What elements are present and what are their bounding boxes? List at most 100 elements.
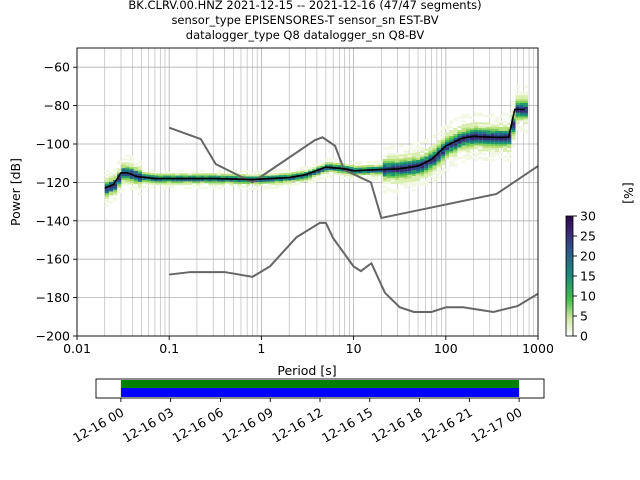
histogram-cell <box>420 173 425 176</box>
histogram-cell <box>436 166 441 170</box>
histogram-cell <box>453 147 458 150</box>
histogram-cell <box>233 181 238 184</box>
histogram-cell <box>498 130 504 133</box>
colorbar-tick-label: 30 <box>580 209 596 224</box>
histogram-cell <box>498 151 504 154</box>
histogram-cell <box>507 113 512 116</box>
histogram-cell <box>233 183 238 186</box>
histogram-cell <box>428 159 433 163</box>
histogram-cell <box>254 181 259 185</box>
histogram-cell <box>519 125 524 128</box>
histogram-cell <box>482 124 487 127</box>
histogram-cell <box>391 158 396 161</box>
histogram-cell <box>382 181 387 185</box>
histogram-cell <box>349 176 354 179</box>
histogram-cell <box>449 164 454 167</box>
histogram-cell <box>320 169 325 172</box>
histogram-cell <box>449 129 454 133</box>
histogram-cell <box>137 169 143 173</box>
histogram-cell <box>303 169 309 173</box>
histogram-cell <box>366 178 371 181</box>
histogram-cell <box>133 170 138 173</box>
histogram-cell <box>465 127 470 130</box>
histogram-cell <box>121 168 126 171</box>
histogram-cell <box>482 130 487 133</box>
histogram-cell <box>424 138 429 142</box>
histogram-cell <box>478 139 483 142</box>
histogram-cell <box>386 162 392 165</box>
histogram-cell <box>196 182 201 186</box>
histogram-cell <box>498 145 504 149</box>
histogram-cell <box>382 147 387 150</box>
histogram-cell <box>386 160 392 163</box>
histogram-cell <box>399 175 404 178</box>
histogram-cell <box>357 175 362 178</box>
colorbar-gradient <box>565 215 574 337</box>
coverage-tick-label: 12-16 00 <box>70 405 126 446</box>
histogram-cell <box>449 133 454 137</box>
histogram-cell <box>245 187 250 190</box>
histogram-cell <box>295 169 300 172</box>
histogram-cell <box>486 159 491 162</box>
histogram-cell <box>411 150 416 153</box>
histogram-cell <box>440 128 445 131</box>
histogram-cell <box>349 170 354 173</box>
histogram-cell <box>494 134 499 137</box>
histogram-cell <box>262 179 267 182</box>
histogram-cell <box>166 173 172 176</box>
histogram-cell <box>469 132 475 135</box>
histogram-cell <box>349 160 354 164</box>
histogram-cell <box>478 152 483 156</box>
histogram-cell <box>370 166 375 169</box>
histogram-cell <box>220 185 226 188</box>
histogram-cell <box>395 164 400 167</box>
histogram-cell <box>486 122 491 125</box>
histogram-cell <box>117 162 122 165</box>
histogram-cell <box>121 181 126 184</box>
histogram-cell <box>104 183 109 186</box>
histogram-cell <box>266 179 271 182</box>
histogram-cell <box>453 152 458 156</box>
histogram-cell <box>515 104 520 107</box>
histogram-cell <box>503 134 508 137</box>
histogram-cell <box>440 151 445 154</box>
histogram-cell <box>436 161 441 164</box>
histogram-cell <box>469 122 475 125</box>
histogram-cell <box>486 143 491 146</box>
histogram-cell <box>494 147 499 151</box>
histogram-cell <box>444 147 450 150</box>
histogram-cell <box>465 152 470 155</box>
histogram-cell <box>465 115 470 118</box>
histogram-cell <box>291 179 296 182</box>
y-tick-label: −200 <box>36 329 70 344</box>
histogram-cell <box>370 160 375 164</box>
histogram-cell <box>303 165 309 169</box>
histogram-cell <box>482 128 487 131</box>
histogram-cell <box>196 186 201 190</box>
histogram-cell <box>113 168 118 171</box>
histogram-cell <box>490 122 495 125</box>
histogram-cell <box>428 173 433 176</box>
histogram-cell <box>428 161 433 165</box>
histogram-cell <box>440 126 445 129</box>
histogram-cell <box>146 178 151 181</box>
histogram-cell <box>444 153 450 156</box>
histogram-cell <box>523 112 528 115</box>
histogram-cell <box>312 174 317 177</box>
histogram-cell <box>162 181 167 184</box>
histogram-cell <box>125 175 130 178</box>
histogram-cell <box>378 160 383 163</box>
histogram-cell <box>179 179 184 182</box>
histogram-cell <box>108 200 114 203</box>
histogram-cell <box>171 179 176 182</box>
histogram-cell <box>299 168 304 171</box>
histogram-cell <box>403 180 408 183</box>
histogram-cell <box>241 174 246 177</box>
histogram-cell <box>308 168 313 171</box>
histogram-cell <box>129 159 134 162</box>
histogram-cell <box>432 157 437 160</box>
histogram-cell <box>137 160 143 163</box>
histogram-cell <box>104 187 109 190</box>
histogram-cell <box>515 121 520 125</box>
title-line-1: BK.CLRV.00.HNZ 2021-12-15 -- 2021-12-16 … <box>128 0 482 12</box>
